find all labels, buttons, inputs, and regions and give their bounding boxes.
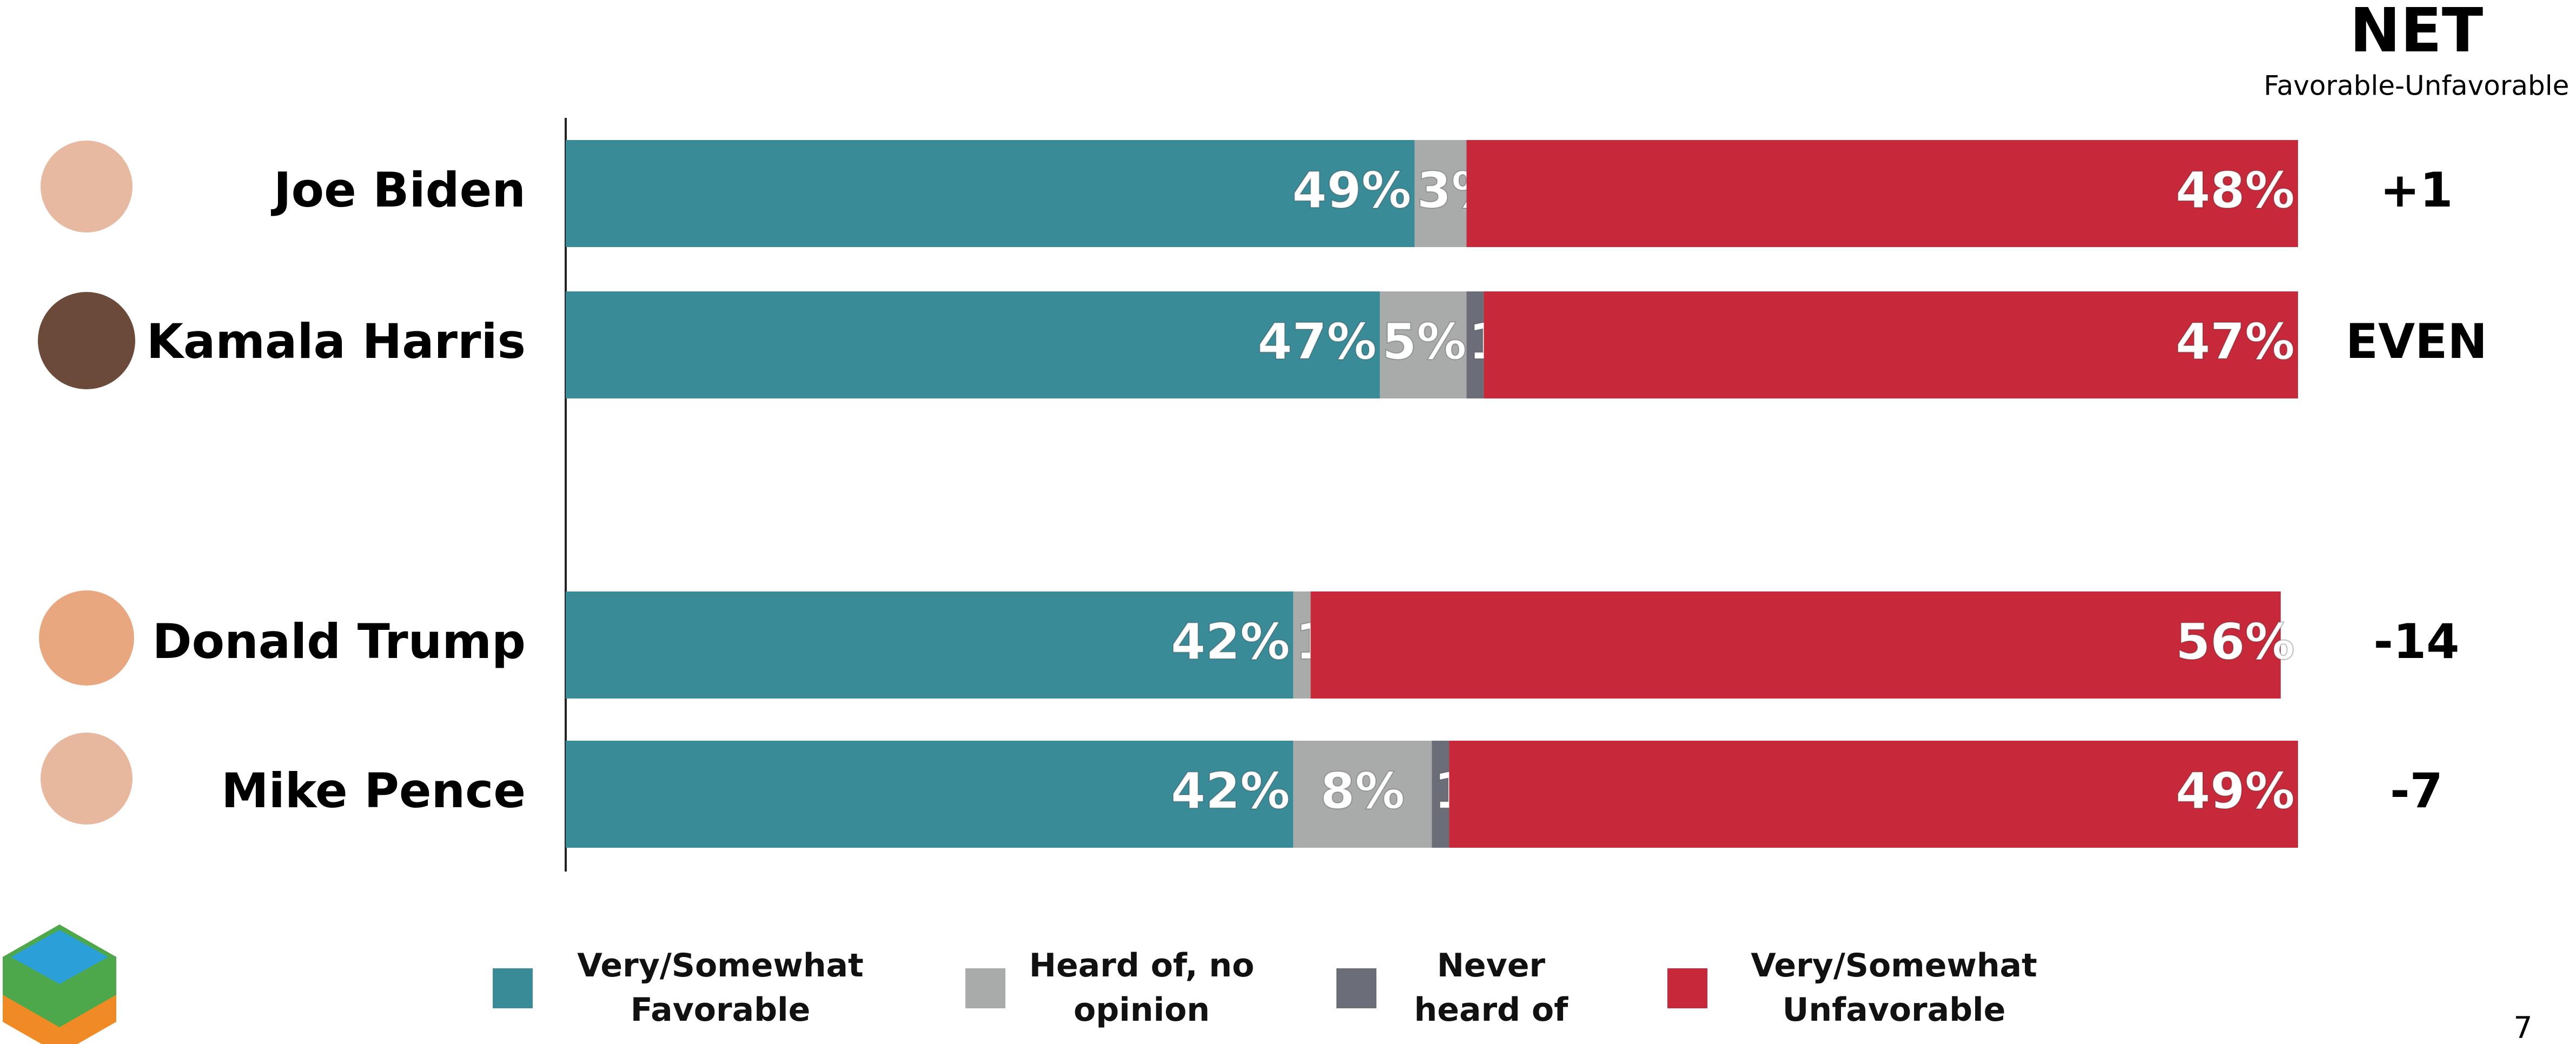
legend-swatch bbox=[493, 968, 533, 1008]
bar-segment bbox=[1414, 140, 1467, 247]
bar-segment bbox=[1432, 741, 1449, 848]
bar-segment bbox=[1466, 291, 1484, 398]
value-label: 56% bbox=[2176, 613, 2295, 670]
category-label: Donald Trump bbox=[153, 614, 526, 669]
value-label: 5% bbox=[1382, 312, 1466, 370]
value-label: 49% bbox=[1292, 161, 1411, 219]
logo-shape bbox=[11, 930, 108, 984]
bar-segment bbox=[1293, 741, 1432, 848]
net-title: NET bbox=[2350, 0, 2484, 66]
bar-segment bbox=[566, 140, 1415, 247]
value-label: 8% bbox=[1320, 762, 1405, 820]
net-label: -14 bbox=[2374, 614, 2460, 669]
bar-segment bbox=[1466, 140, 2298, 247]
legend-label: Very/Somewhat Favorable bbox=[577, 947, 864, 1029]
bar-segment bbox=[566, 591, 1294, 699]
photo bbox=[39, 590, 134, 686]
value-label: 48% bbox=[2176, 161, 2295, 219]
page-number: 7 bbox=[2514, 1010, 2533, 1044]
bar-segment bbox=[1310, 591, 2281, 699]
logo bbox=[3, 925, 116, 1044]
legend-swatch bbox=[1336, 968, 1376, 1008]
net-label: +1 bbox=[2380, 162, 2453, 218]
bar-segment bbox=[1380, 291, 1467, 398]
photo bbox=[38, 292, 135, 389]
category-label: Mike Pence bbox=[221, 763, 526, 819]
legend-label: Heard of, no opinion bbox=[1029, 947, 1255, 1029]
value-label: 47% bbox=[1257, 312, 1376, 370]
bar-segment bbox=[566, 741, 1294, 848]
value-label: 47% bbox=[2176, 312, 2295, 370]
net-subtitle: Favorable-Unfavorable bbox=[2264, 70, 2570, 102]
legend-swatch bbox=[1667, 968, 1707, 1008]
legend-swatch bbox=[965, 968, 1005, 1008]
photos bbox=[38, 141, 135, 824]
bar-segment bbox=[1449, 741, 2298, 848]
category-label: Joe Biden bbox=[271, 162, 526, 218]
bar-segment bbox=[1484, 291, 2298, 398]
photo bbox=[41, 733, 133, 824]
photo bbox=[41, 141, 133, 232]
legend-label: Very/Somewhat Unfavorable bbox=[1751, 947, 2037, 1029]
net-label: -7 bbox=[2390, 763, 2443, 819]
category-label: Kamala Harris bbox=[147, 314, 526, 369]
value-label: 42% bbox=[1171, 613, 1290, 670]
value-label: 49% bbox=[2176, 762, 2295, 820]
legend-label: Never heard of bbox=[1414, 947, 1568, 1029]
bar-segment bbox=[566, 291, 1380, 398]
net-label: EVEN bbox=[2346, 314, 2487, 369]
bar-segment bbox=[1293, 591, 1311, 699]
value-label: 42% bbox=[1171, 762, 1290, 820]
